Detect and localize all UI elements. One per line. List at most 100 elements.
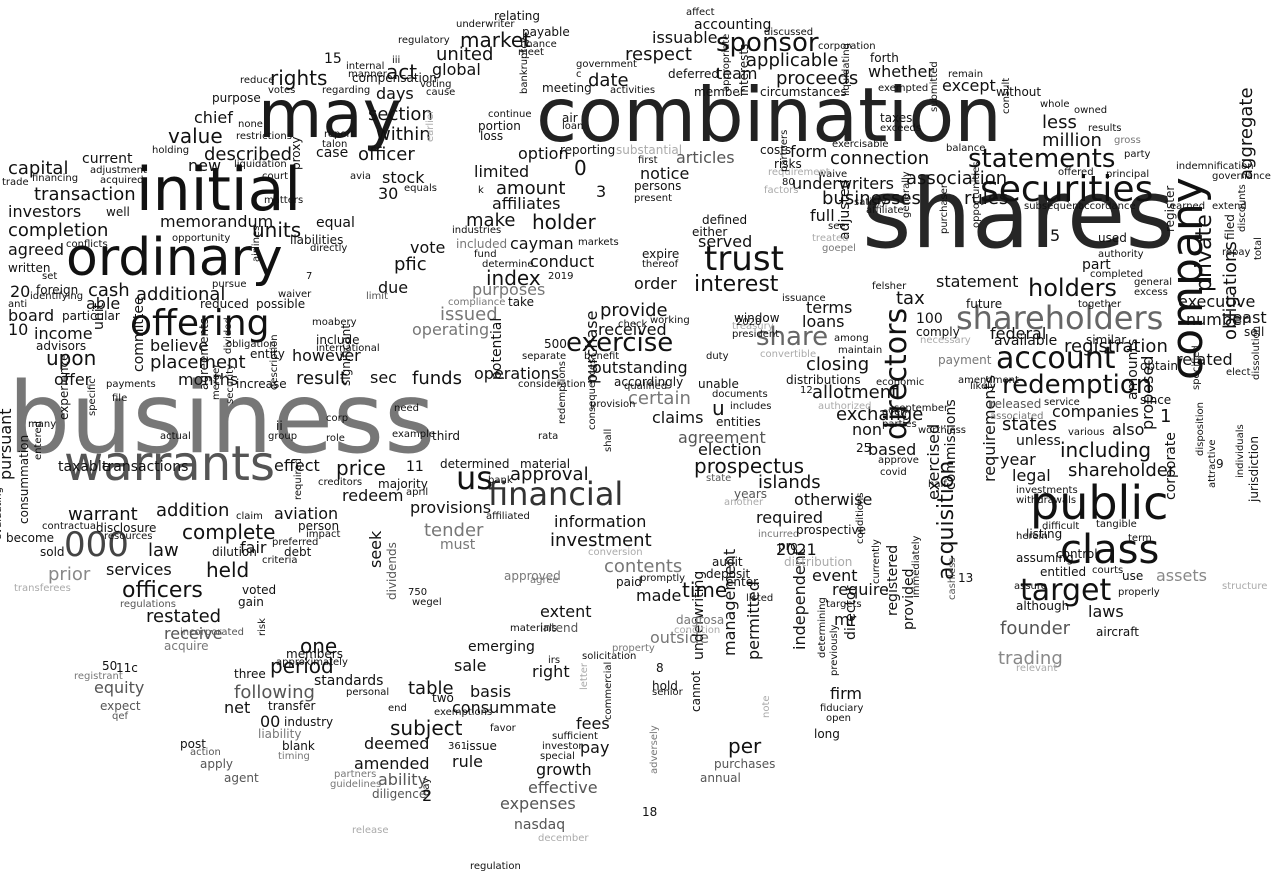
word-item: pursuant xyxy=(0,408,15,480)
word-item: cayman xyxy=(510,234,574,253)
word-item: material xyxy=(520,457,571,471)
word-item: airlines xyxy=(251,225,262,262)
word-item: committee xyxy=(131,296,147,372)
word-item: members xyxy=(286,647,343,661)
word-item: separate xyxy=(522,351,567,362)
word-item: vote xyxy=(410,238,446,257)
word-item: security xyxy=(225,364,236,404)
word-item: statement xyxy=(936,272,1019,291)
word-item: regarding xyxy=(322,85,371,96)
word-item: 5 xyxy=(1050,226,1061,245)
word-item: consideration xyxy=(518,379,586,390)
word-item: information xyxy=(554,512,647,531)
word-item: standards xyxy=(314,673,384,689)
word-item: liability xyxy=(258,727,302,741)
word-item: assuming xyxy=(1016,551,1074,565)
word-item: dividends xyxy=(385,542,399,600)
word-item: appropriate xyxy=(721,33,732,92)
word-item: offer xyxy=(54,370,92,389)
word-item: including xyxy=(1060,438,1152,462)
word-item: days xyxy=(376,84,414,103)
word-item: corp xyxy=(326,413,349,424)
word-item: approval xyxy=(510,464,589,485)
word-item: make xyxy=(466,210,516,231)
word-item: increase xyxy=(236,377,287,391)
word-item: materials xyxy=(510,623,557,634)
word-item: rule xyxy=(452,752,484,771)
word-item: underwriters xyxy=(792,174,894,193)
word-item: combination xyxy=(536,71,1002,159)
word-item: pfic xyxy=(394,254,427,275)
word-item: solicitation xyxy=(582,651,637,662)
word-item: period xyxy=(270,654,334,678)
word-item: distribution xyxy=(784,555,853,569)
word-item: fair xyxy=(240,538,267,557)
word-item: nasdaq xyxy=(514,817,566,833)
word-item: window xyxy=(734,311,780,325)
word-item: continue xyxy=(488,109,532,120)
word-item: sec xyxy=(370,368,397,387)
word-item: international xyxy=(316,343,380,354)
word-item: evaluating xyxy=(0,487,4,540)
word-item: interest xyxy=(694,272,779,297)
word-item: state xyxy=(706,473,732,484)
word-item: moabery xyxy=(312,317,357,328)
word-item: jurisdiction xyxy=(1247,436,1261,502)
word-item: need xyxy=(394,403,419,414)
word-item: statements xyxy=(968,144,1116,174)
word-item: purpose xyxy=(212,91,261,105)
word-item: condition xyxy=(674,625,721,636)
word-item: impact xyxy=(306,529,341,540)
word-item: complete xyxy=(182,520,276,544)
word-item: holder xyxy=(532,210,596,234)
word-item: even xyxy=(882,407,907,418)
word-item: pro xyxy=(778,539,798,553)
word-item: balance xyxy=(946,143,986,154)
word-item: forth xyxy=(870,51,899,65)
word-item: c xyxy=(576,69,582,80)
word-item: individuals xyxy=(1235,424,1246,478)
word-item: approved xyxy=(504,569,561,583)
word-item: entitled xyxy=(1040,565,1087,579)
word-item: issued xyxy=(440,304,498,325)
word-item: equals xyxy=(404,183,437,194)
word-item: authority xyxy=(1098,249,1144,260)
word-item: dilution xyxy=(212,545,257,559)
word-item: million xyxy=(1042,130,1102,151)
word-item: allotment xyxy=(812,382,899,403)
word-item: deferred xyxy=(668,67,719,81)
word-item: resources xyxy=(104,531,153,542)
word-item: fund xyxy=(474,249,497,260)
word-item: business xyxy=(8,362,436,476)
word-item: provision xyxy=(590,399,636,410)
word-item: risk xyxy=(257,618,268,636)
word-item: check xyxy=(618,319,648,330)
word-item: acquired xyxy=(100,175,144,186)
word-item: various xyxy=(1068,427,1105,438)
word-item: case xyxy=(316,145,349,161)
word-item: indemnification xyxy=(1176,161,1254,172)
word-item: liquidation xyxy=(234,159,287,170)
word-item: assure xyxy=(1014,581,1047,592)
word-item: conversion xyxy=(588,547,643,558)
word-item: action xyxy=(190,747,221,758)
word-item: price xyxy=(336,456,386,480)
word-item: underwriter xyxy=(456,19,515,30)
word-item: one xyxy=(300,634,338,658)
word-item: aircraft xyxy=(1096,625,1139,639)
word-item: trading xyxy=(998,648,1063,669)
word-item: september xyxy=(894,403,949,414)
word-item: form xyxy=(790,142,828,161)
word-item: years xyxy=(734,487,768,501)
word-item: whether xyxy=(868,62,934,81)
word-item: thereof xyxy=(642,259,679,270)
word-item: parties xyxy=(882,419,917,430)
word-item: considerations xyxy=(0,264,3,352)
word-item: available xyxy=(994,333,1058,349)
word-item: corporate xyxy=(1163,432,1179,500)
word-item: adjustment xyxy=(90,165,147,176)
word-item: capital xyxy=(8,158,69,179)
word-item: written xyxy=(8,261,51,275)
word-item: subject xyxy=(390,716,463,740)
word-item: total xyxy=(1253,237,1264,260)
